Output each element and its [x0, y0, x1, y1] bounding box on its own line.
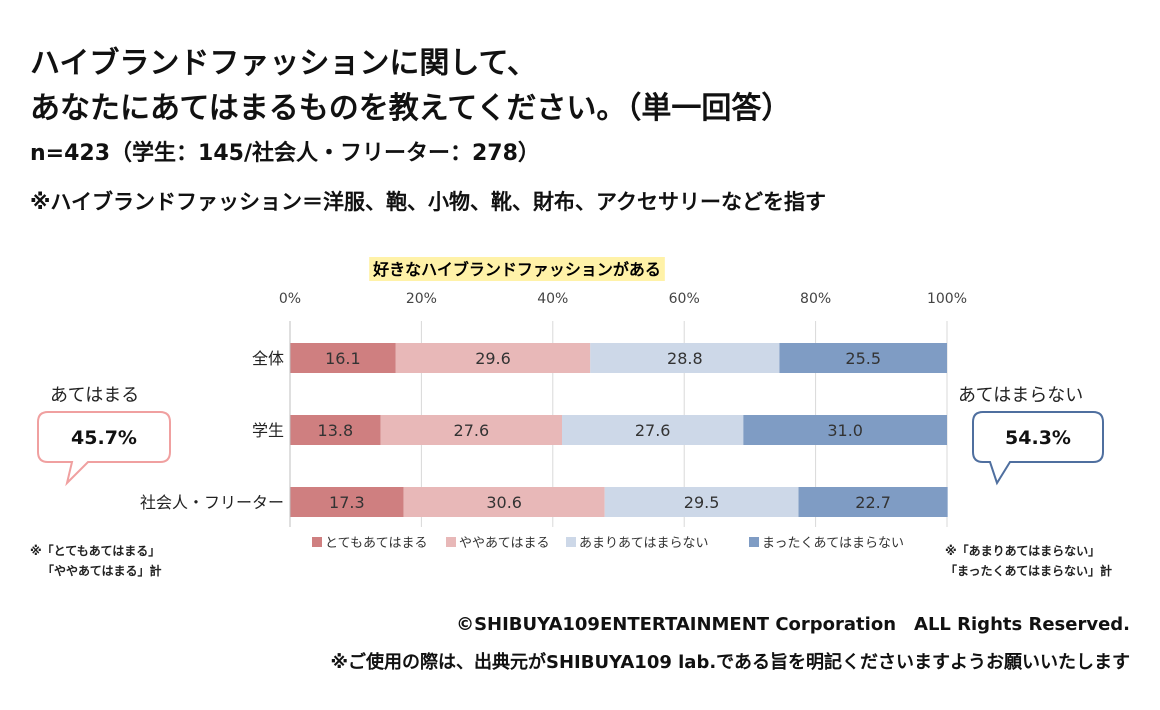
- bar-segment: [290, 415, 381, 445]
- x-tick-label: 100%: [927, 291, 967, 307]
- data-label: 27.6: [635, 421, 671, 440]
- bar-segment: [743, 415, 947, 445]
- legend-label: まったくあてはまらない: [762, 536, 904, 551]
- bar-segment: [561, 415, 744, 445]
- category-label: 社会人・フリーター: [140, 493, 284, 512]
- page-title-line-2: あなたにあてはまるものを教えてください。（単一回答）: [30, 91, 792, 126]
- legend-label: ややあてはまる: [459, 536, 549, 551]
- bar-segment: [380, 415, 562, 445]
- bar-segment: [290, 343, 396, 373]
- legend-swatch: [749, 537, 759, 547]
- usage-note: ※ご使用の際は、出典元がSHIBUYA109 lab.である旨を明記くださいます…: [330, 652, 1131, 673]
- legend-label: とてもあてはまる: [325, 536, 427, 551]
- data-label: 29.6: [475, 349, 511, 368]
- left-callout-bubble: [37, 411, 171, 487]
- x-tick-label: 20%: [406, 291, 437, 307]
- data-label: 25.5: [845, 349, 881, 368]
- bar-segment: [604, 487, 799, 517]
- data-label: 30.6: [486, 493, 522, 512]
- data-label: 13.8: [318, 421, 354, 440]
- category-label: 全体: [252, 349, 284, 368]
- data-label: 17.3: [329, 493, 365, 512]
- x-tick-label: 80%: [800, 291, 831, 307]
- legend-swatch: [312, 537, 322, 547]
- right-callout-label: あてはまらない: [958, 385, 1084, 406]
- bar-segment: [590, 343, 780, 373]
- x-tick-label: 60%: [669, 291, 700, 307]
- legend-swatch: [446, 537, 456, 547]
- left-note-line-2: 「ややあてはまる」計: [42, 564, 162, 578]
- left-callout-note: ※「とてもあてはまる」 「ややあてはまる」計: [30, 541, 162, 581]
- definition-note: ※ハイブランドファッション＝洋服、鞄、小物、靴、財布、アクセサリーなどを指す: [30, 190, 826, 214]
- right-note-line-1: ※「あまりあてはまらない」: [945, 544, 1101, 558]
- chart-title-highlight: [369, 257, 665, 281]
- bar-segment: [798, 487, 948, 517]
- bar-segment: [290, 487, 404, 517]
- category-label: 学生: [252, 421, 284, 440]
- x-tick-label: 40%: [537, 291, 568, 307]
- x-tick-label: 0%: [279, 291, 301, 307]
- right-note-line-2: 「まったくあてはまらない」計: [945, 564, 1113, 578]
- chart-title: 好きなハイブランドファッションがある: [372, 260, 661, 279]
- left-note-line-1: ※「とてもあてはまる」: [30, 544, 161, 558]
- data-label: 22.7: [855, 493, 891, 512]
- bar-segment: [395, 343, 591, 373]
- page-title-line-1: ハイブランドファッションに関して、: [30, 46, 537, 81]
- data-label: 28.8: [667, 349, 703, 368]
- left-callout-value: 45.7%: [71, 427, 137, 449]
- right-callout-bubble: [972, 411, 1104, 486]
- legend-swatch: [566, 537, 576, 547]
- bar-segment: [403, 487, 605, 517]
- data-label: 31.0: [827, 421, 863, 440]
- sample-size: n=423（学生：145/社会人・フリーター：278）: [30, 141, 540, 166]
- right-callout-value: 54.3%: [1005, 427, 1071, 449]
- data-label: 27.6: [454, 421, 490, 440]
- data-label: 29.5: [684, 493, 720, 512]
- legend-label: あまりあてはまらない: [579, 536, 708, 551]
- data-label: 16.1: [325, 349, 361, 368]
- copyright: ©SHIBUYA109ENTERTAINMENT Corporation ALL…: [456, 614, 1130, 635]
- right-callout-note: ※「あまりあてはまらない」 「まったくあてはまらない」計: [945, 541, 1112, 581]
- left-callout-label: あてはまる: [50, 385, 140, 406]
- bar-segment: [779, 343, 947, 373]
